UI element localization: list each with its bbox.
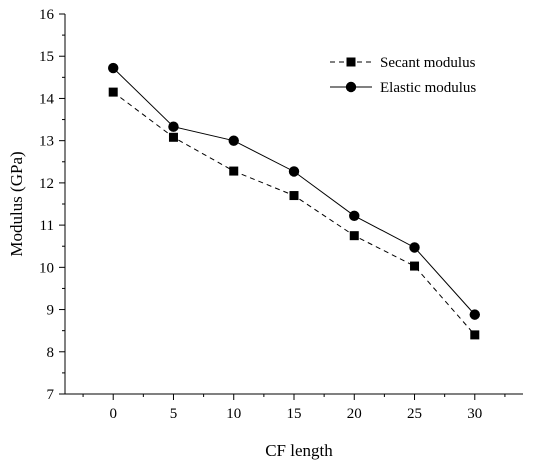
x-tick-label: 20	[347, 406, 362, 422]
legend-secant-modulus-label: Secant modulus	[380, 55, 476, 71]
x-axis-title: CF length	[265, 441, 333, 460]
y-tick-label: 16	[39, 7, 55, 23]
secant-modulus-point	[349, 231, 359, 241]
y-tick-label: 13	[39, 134, 54, 150]
x-tick-label: 30	[467, 406, 482, 422]
legend: Secant modulus Elastic modulus	[330, 55, 476, 96]
x-tick-label: 0	[109, 406, 117, 422]
x-tick-label: 15	[287, 406, 302, 422]
y-tick-label: 11	[40, 218, 54, 234]
secant-modulus-line	[112, 91, 476, 336]
y-tick-label: 7	[47, 387, 55, 403]
elastic-modulus-point	[288, 166, 300, 177]
elastic-modulus-point	[469, 309, 480, 320]
secant-modulus-point	[229, 166, 239, 176]
x-tick-label: 5	[170, 406, 178, 422]
elastic-modulus-point	[409, 242, 420, 253]
x-tick-label: 10	[226, 406, 241, 422]
elastic-modulus-point	[108, 62, 119, 74]
x-tick-label: 25	[407, 406, 422, 422]
y-tick-label: 12	[39, 176, 54, 192]
secant-modulus-point	[289, 191, 299, 201]
secant-modulus-point	[470, 330, 480, 340]
legend-secant-modulus-marker	[346, 57, 356, 67]
y-axis-title: Modulus (GPa)	[7, 151, 26, 256]
y-tick-label: 14	[39, 91, 55, 107]
legend-elastic-modulus-marker	[345, 81, 357, 93]
y-tick-label: 9	[47, 303, 55, 319]
secant-modulus-point	[168, 132, 178, 142]
secant-modulus-point	[410, 261, 420, 271]
elastic-modulus-point	[168, 121, 179, 132]
y-tick-label: 15	[39, 49, 54, 65]
elastic-modulus-point	[228, 135, 239, 146]
legend-elastic-modulus-label: Elastic modulus	[380, 80, 476, 96]
y-tick-label: 8	[47, 345, 55, 361]
elastic-modulus-point	[349, 210, 360, 222]
axes-layer: 7 8 9 10 11 12 13 14 15 16 0 5 10 15 20 25 30	[39, 7, 523, 422]
secant-modulus-point	[108, 87, 118, 97]
series-layer	[108, 62, 480, 340]
y-tick-label: 10	[39, 260, 54, 276]
